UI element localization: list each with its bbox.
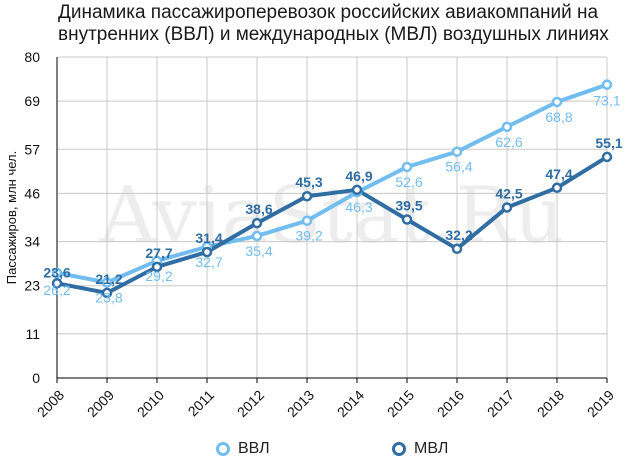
data-label-mvl: 42,5 [495,185,522,201]
x-tick-label: 2013 [284,387,317,420]
legend-marker-mvl [392,442,406,456]
legend-label-vvl: ВВЛ [238,440,270,457]
data-point-mvl [151,261,163,273]
data-point-vvl [501,121,513,133]
data-point-mvl [601,151,613,163]
series-line-mvl [55,154,609,295]
data-point-vvl [301,215,313,226]
data-label-mvl: 23,6 [43,264,70,280]
x-tick-label: 2012 [234,387,267,420]
series-line-vvl [55,82,609,285]
y-tick-label: 69 [24,93,40,109]
data-label-vvl: 23,8 [95,290,122,306]
legend-item-mvl: МВЛ [392,440,448,458]
watermark-text: AviaStat.Ru [98,171,564,261]
data-point-vvl [451,146,463,157]
data-label-vvl: 35,4 [245,243,272,259]
data-label-mvl: 46,9 [345,168,372,184]
data-label-vvl: 68,8 [545,109,572,125]
data-point-vvl [251,230,263,242]
data-point-vvl [101,277,113,288]
data-point-vvl [401,161,413,173]
y-tick-label: 11 [25,326,40,342]
y-tick-label: 34 [24,234,40,250]
x-tick-label: 2015 [384,387,417,420]
x-tick-label: 2014 [334,387,367,420]
data-label-vvl: 32,7 [195,254,222,270]
data-label-vvl: 62,6 [495,134,522,150]
chart-legend: ВВЛ МВЛ [0,440,625,460]
data-point-vvl [51,267,63,279]
data-point-mvl [51,278,63,289]
y-axis-label: Пассажиров, млн чел. [4,151,19,284]
data-label-mvl: 39,5 [395,198,422,214]
x-tick-label: 2018 [534,387,567,420]
data-label-mvl: 55,1 [595,135,622,151]
data-label-vvl: 39,2 [295,228,322,244]
data-label-vvl: 56,4 [445,159,472,175]
x-tick-label: 2016 [434,387,467,420]
data-label-vvl: 46,3 [345,199,372,215]
data-label-mvl: 47,4 [545,166,572,182]
y-tick-label: 23 [24,278,40,294]
x-tick-label: 2019 [584,387,617,420]
x-tick-label: 2008 [34,387,67,420]
x-tick-label: 2009 [84,387,117,420]
data-point-mvl [301,190,313,202]
data-label-mvl: 27,7 [145,245,172,261]
data-label-mvl: 38,6 [245,201,272,217]
chart-title-line-1: Динамика пассажироперевозок российских а… [58,2,599,23]
data-label-mvl: 21,2 [95,271,122,287]
data-label-mvl: 45,3 [295,174,322,190]
y-tick-label: 80 [24,49,40,65]
data-point-vvl [601,79,613,90]
x-tick-label: 2011 [185,387,218,420]
line-chart: AviaStat.Ru 0 11 23 34 46 57 69 80 2008 2009 2010 20… [4,49,623,420]
data-label-vvl: 29,2 [145,268,172,284]
data-label-vvl: 73,1 [593,93,620,109]
data-point-mvl [451,243,463,255]
data-label-mvl: 32,2 [445,227,472,243]
y-tick-label: 0 [32,370,40,386]
legend-marker-vvl [216,442,230,456]
legend-label-mvl: МВЛ [414,440,449,457]
x-tick-label: 2010 [134,387,167,420]
data-point-mvl [501,202,513,213]
y-tick-label: 46 [24,185,40,201]
data-point-mvl [101,287,113,299]
chart-title-line-2: внутренних (ВВЛ) и международных (МВЛ) в… [58,24,609,45]
data-label-mvl: 31,4 [195,230,222,246]
data-point-mvl [251,217,263,229]
y-tick-label: 57 [24,141,40,157]
data-point-mvl [201,246,213,258]
data-point-mvl [401,214,413,225]
legend-item-vvl: ВВЛ [216,440,270,458]
x-tick-label: 2017 [484,387,517,420]
data-label-vvl: 52,6 [395,174,422,190]
data-point-vvl [551,96,563,108]
data-point-mvl [351,184,363,196]
chart-title: Динамика пассажироперевозок российских а… [58,2,618,46]
data-point-mvl [551,182,563,194]
data-label-vvl: 26,2 [43,282,70,298]
